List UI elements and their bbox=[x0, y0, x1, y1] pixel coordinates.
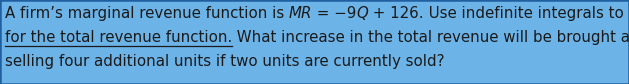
Text: for the total revenue function.: for the total revenue function. bbox=[5, 30, 232, 45]
Text: = −9: = −9 bbox=[313, 6, 357, 21]
Text: Use indefinite integrals to solve: Use indefinite integrals to solve bbox=[424, 6, 629, 21]
Text: MR: MR bbox=[289, 6, 313, 21]
Text: A firm’s marginal revenue function is: A firm’s marginal revenue function is bbox=[5, 6, 289, 21]
Text: Q: Q bbox=[357, 6, 369, 21]
Text: What increase in the total revenue will be brought about by: What increase in the total revenue will … bbox=[232, 30, 629, 45]
Text: selling four additional units if two units are currently sold?: selling four additional units if two uni… bbox=[5, 54, 445, 69]
Text: + 126.: + 126. bbox=[369, 6, 424, 21]
